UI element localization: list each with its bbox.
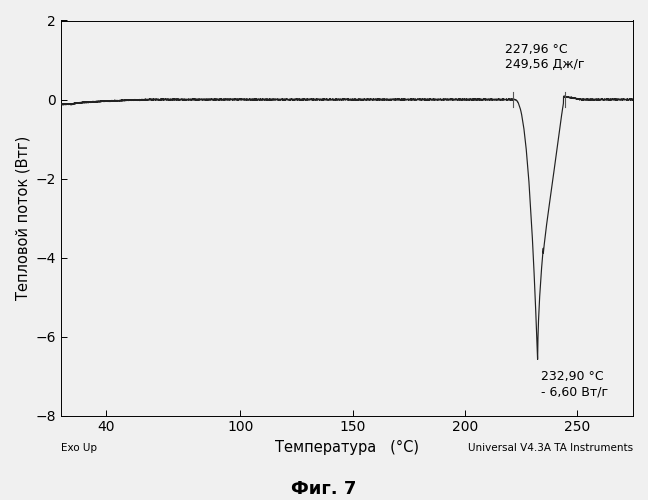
Text: Фиг. 7: Фиг. 7: [292, 480, 356, 498]
Text: Exo Up: Exo Up: [61, 443, 97, 453]
Text: 227,96 °C
249,56 Дж/г: 227,96 °C 249,56 Дж/г: [505, 43, 584, 71]
X-axis label: Температура   (°C): Температура (°C): [275, 440, 419, 455]
Text: 232,90 °C
- 6,60 Вт/г: 232,90 °C - 6,60 Вт/г: [541, 370, 608, 398]
Y-axis label: Тепловой поток (Втг): Тепловой поток (Втг): [15, 136, 30, 300]
Text: Universal V4.3A TA Instruments: Universal V4.3A TA Instruments: [468, 443, 633, 453]
